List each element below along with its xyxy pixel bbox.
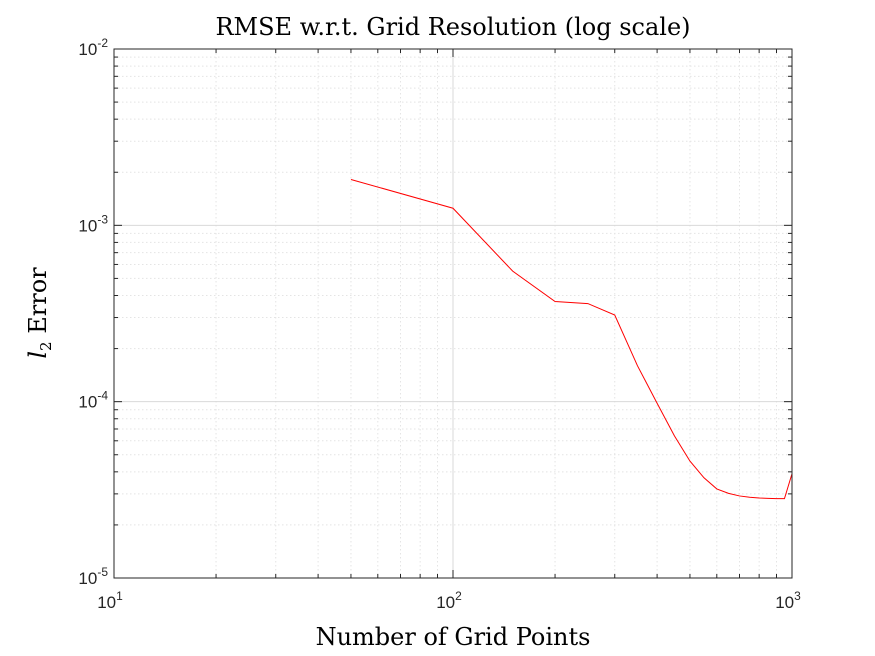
tick-marks bbox=[113, 49, 792, 579]
x-axis-label: Number of Grid Points bbox=[316, 623, 591, 651]
y-tick-exponent: -4 bbox=[97, 389, 108, 403]
chart-title: RMSE w.r.t. Grid Resolution (log scale) bbox=[215, 13, 690, 41]
x-tick-exponent: 1 bbox=[116, 589, 123, 603]
x-tick-label: 101 bbox=[97, 589, 123, 612]
y-tick-exponent: -3 bbox=[97, 212, 108, 226]
y-axis-label-variable: l bbox=[24, 351, 52, 359]
y-tick-label: 10-3 bbox=[78, 212, 108, 235]
y-axis-label: l2 Error bbox=[24, 267, 55, 359]
x-tick-labels: 101 102 103 bbox=[97, 589, 801, 612]
series-layer bbox=[350, 178, 793, 500]
y-tick-labels: 10-510-410-310-2 bbox=[78, 36, 108, 588]
x-tick-exponent: 3 bbox=[794, 589, 801, 603]
x-tick-base: 10 bbox=[97, 593, 116, 612]
x-tick-base: 10 bbox=[436, 593, 455, 612]
grid bbox=[114, 49, 792, 578]
y-tick-label: 10-2 bbox=[78, 36, 108, 59]
y-axis-label-subscript: 2 bbox=[37, 341, 55, 351]
series-line bbox=[350, 178, 793, 500]
y-tick-base: 10 bbox=[78, 393, 97, 412]
y-axis-label-text: Error bbox=[24, 267, 52, 342]
x-tick-base: 10 bbox=[775, 593, 794, 612]
y-tick-exponent: -5 bbox=[97, 565, 108, 579]
y-tick-base: 10 bbox=[78, 216, 97, 235]
y-tick-label: 10-4 bbox=[78, 389, 108, 412]
x-tick-exponent: 2 bbox=[455, 589, 462, 603]
x-tick-label: 103 bbox=[775, 589, 801, 612]
y-tick-exponent: -2 bbox=[97, 36, 108, 50]
y-tick-base: 10 bbox=[78, 40, 97, 59]
y-tick-label: 10-5 bbox=[78, 565, 108, 588]
y-tick-base: 10 bbox=[78, 569, 97, 588]
x-tick-label: 102 bbox=[436, 589, 462, 612]
